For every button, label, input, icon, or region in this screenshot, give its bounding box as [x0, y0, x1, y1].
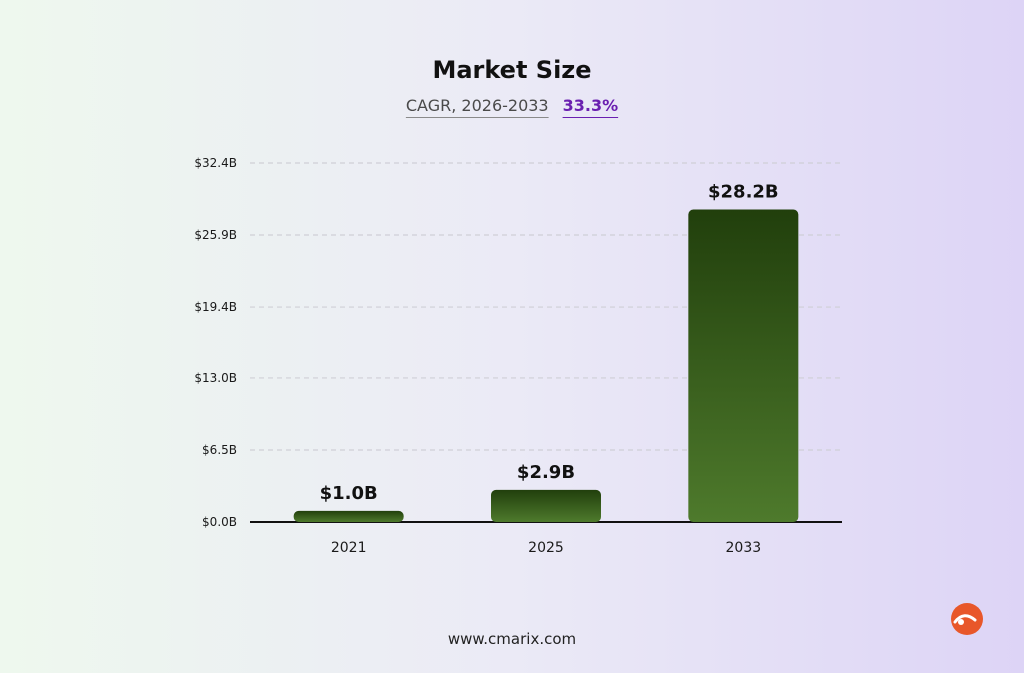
cagr-label: CAGR, 2026-2033 — [405, 96, 549, 115]
chart-title: Market Size — [432, 56, 592, 84]
bar-2033 — [688, 209, 799, 522]
y-tick-label: $6.5B — [202, 443, 237, 457]
cagr-value: 33.3% — [562, 96, 619, 115]
value-label: $1.0B — [320, 483, 378, 504]
bars — [293, 209, 799, 522]
cmarix-logo-icon — [951, 603, 983, 635]
y-tick-label: $0.0B — [202, 515, 237, 529]
y-tick-label: $13.0B — [194, 371, 237, 385]
x-tick-label: 2025 — [528, 540, 564, 556]
value-label: $2.9B — [517, 462, 575, 483]
x-tick-label: 2021 — [331, 540, 367, 556]
bar-2025 — [491, 489, 601, 522]
x-tick-label: 2033 — [726, 540, 762, 556]
y-tick-label: $19.4B — [194, 300, 237, 314]
bar-2021 — [293, 510, 404, 522]
footer-url[interactable]: www.cmarix.com — [447, 630, 577, 648]
value-label: $28.2B — [708, 182, 779, 203]
value-labels: $1.0B $2.9B $28.2B — [320, 182, 779, 504]
chart-subtitle: CAGR, 2026-2033 33.3% — [0, 96, 1024, 115]
y-tick-label: $32.4B — [194, 156, 237, 170]
y-tick-label: $25.9B — [194, 228, 237, 242]
x-axis: 2021 2025 2033 — [331, 540, 761, 556]
